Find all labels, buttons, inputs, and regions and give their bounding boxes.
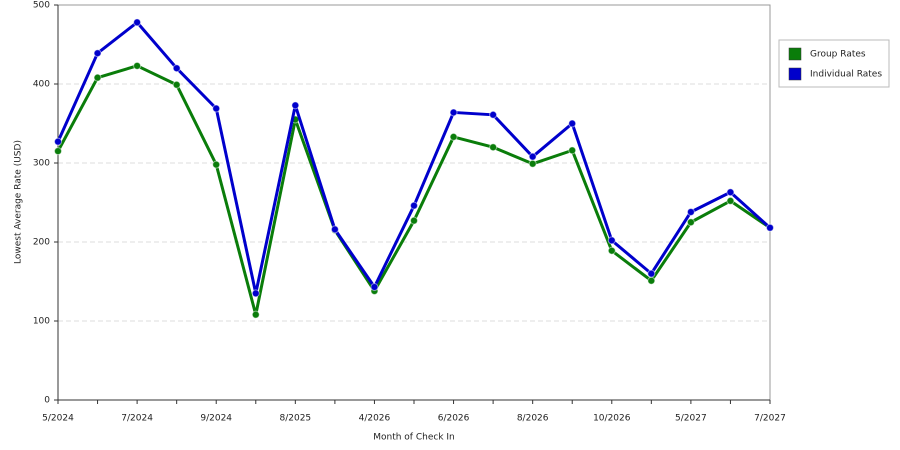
y-tick-label: 500	[33, 1, 50, 11]
data-point	[212, 104, 221, 113]
data-point	[251, 310, 260, 319]
y-tick-label: 400	[33, 80, 50, 90]
legend-swatch	[788, 47, 802, 61]
data-point	[251, 289, 260, 298]
data-point	[568, 119, 577, 128]
data-point	[489, 143, 498, 152]
data-point	[291, 101, 300, 110]
data-point	[54, 147, 62, 156]
data-point	[726, 196, 735, 205]
x-tick-label: 10/2026	[593, 414, 631, 424]
y-tick-label: 200	[33, 238, 50, 248]
data-point	[410, 201, 418, 210]
data-point	[212, 160, 221, 169]
data-point	[568, 146, 577, 155]
x-tick-label: 5/2027	[675, 414, 707, 424]
data-point	[449, 132, 458, 141]
data-point	[607, 236, 616, 245]
legend-label: Group Rates	[810, 50, 866, 60]
x-axis-label: Month of Check In	[373, 433, 455, 443]
data-point	[93, 73, 102, 82]
data-point	[133, 18, 142, 27]
x-tick-label: 5/2024	[42, 414, 74, 424]
legend-swatch	[788, 67, 802, 81]
data-point	[489, 110, 498, 119]
data-point	[370, 283, 379, 292]
data-point	[686, 207, 695, 216]
y-tick-label: 300	[33, 159, 50, 169]
x-tick-label: 7/2024	[121, 414, 153, 424]
data-point	[647, 269, 656, 278]
data-point	[172, 80, 181, 89]
data-point	[528, 159, 537, 168]
data-point	[172, 64, 181, 73]
x-tick-label: 6/2026	[438, 414, 470, 424]
y-tick-label: 100	[33, 317, 50, 327]
data-point	[410, 216, 418, 225]
x-tick-label: 8/2025	[279, 414, 311, 424]
data-point	[528, 152, 537, 161]
x-tick-label: 7/2027	[754, 414, 786, 424]
x-tick-label: 9/2024	[200, 414, 232, 424]
data-point	[133, 61, 142, 70]
data-point	[647, 276, 656, 285]
data-point	[330, 225, 339, 234]
x-tick-label: 8/2026	[517, 414, 549, 424]
data-point	[726, 188, 735, 197]
y-tick-label: 0	[44, 396, 50, 406]
data-point	[449, 108, 458, 117]
data-point	[766, 223, 774, 232]
data-point	[54, 137, 62, 146]
y-axis-label: Lowest Average Rate (USD)	[14, 140, 24, 264]
data-point	[607, 246, 616, 255]
data-point	[93, 49, 102, 58]
x-tick-label: 4/2026	[359, 414, 391, 424]
legend-label: Individual Rates	[810, 70, 882, 80]
data-point	[686, 218, 695, 227]
